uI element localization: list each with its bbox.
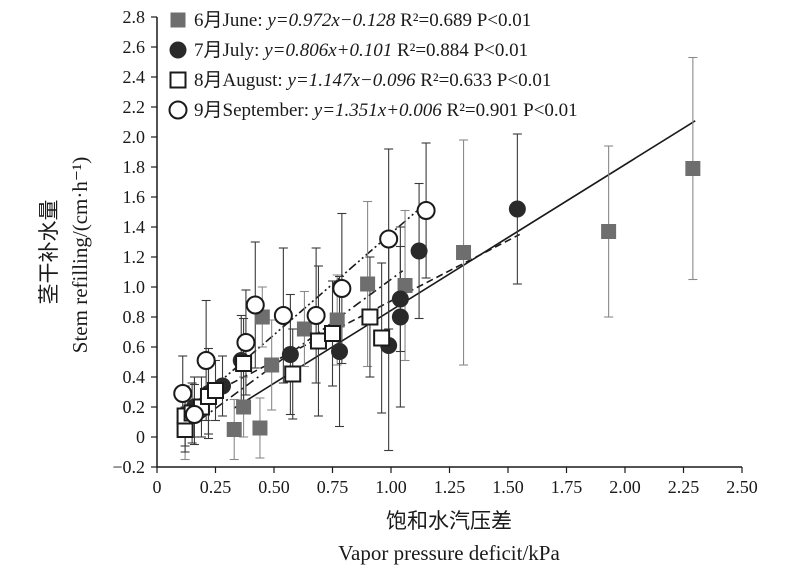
data-point-september [416, 201, 436, 220]
y-tick-label: 1.4 [123, 217, 146, 237]
y-tick-label: 2.6 [123, 37, 146, 57]
data-point-september [173, 384, 193, 403]
axis-titles: 饱和水汽压差 Vapor pressure deficit/kPa 茎干补水量 … [37, 157, 560, 565]
y-tick-label: 1.2 [123, 247, 146, 267]
legend-equation: y=1.147x−0.096 [285, 70, 420, 91]
legend-p: P<0.01 [477, 10, 532, 31]
x-tick-label: 2.00 [609, 477, 641, 497]
data-point-july [391, 290, 409, 308]
data-point-june [236, 399, 252, 415]
x-axis-title-en: Vapor pressure deficit/kPa [338, 541, 560, 565]
legend-marker-august [169, 71, 187, 89]
x-tick-label: 1.75 [551, 477, 583, 497]
y-tick-label: −0.2 [112, 457, 145, 477]
y-tick-label: 1.0 [123, 277, 146, 297]
data-point-september [245, 295, 265, 315]
y-tick-label: 0.4 [123, 367, 146, 387]
x-tick-label: 0.75 [317, 477, 349, 497]
legend-label-september: 9月September: y=1.351x+0.006 R²=0.901 P<0… [194, 100, 578, 121]
legend-marker-june [170, 12, 186, 28]
y-tick-label: 0.6 [123, 337, 146, 357]
x-tick-label: 0.25 [200, 477, 232, 497]
data-marks [173, 56, 701, 461]
legend-r2: R²=0.901 [447, 100, 524, 121]
data-point-september [236, 333, 256, 352]
data-point-august [235, 355, 253, 372]
x-tick-label: 2.50 [726, 477, 758, 497]
legend-series-name: 9月September: [194, 100, 314, 121]
x-tick-label: 1.00 [375, 477, 407, 497]
data-point-september [306, 306, 326, 325]
fit-line [233, 120, 696, 409]
data-point-august [207, 382, 224, 399]
y-tick-label: 0 [136, 427, 145, 447]
legend-marker-september [168, 100, 188, 120]
data-point-june [360, 276, 376, 292]
fit-lines [182, 120, 696, 432]
fit-line [191, 233, 521, 405]
data-point-august [284, 365, 302, 383]
data-point-september [379, 229, 399, 249]
legend-p: P<0.01 [523, 100, 578, 121]
x-axis-title-cn: 饱和水汽压差 [386, 509, 512, 533]
data-point-june [685, 161, 701, 176]
y-tick-label: 0.8 [123, 307, 146, 327]
legend-marker-july [169, 41, 187, 59]
data-point-september [332, 279, 352, 298]
y-tick-label: 2.2 [123, 97, 146, 117]
legend-equation: y=1.351x+0.006 [312, 100, 447, 121]
data-point-june [456, 245, 472, 260]
data-point-june [296, 321, 312, 337]
y-tick-label: 2.8 [123, 7, 146, 27]
x-tick-label: 2.25 [668, 477, 700, 497]
data-point-september [196, 351, 216, 370]
y-tick-label: 2.4 [123, 67, 146, 87]
data-point-june [397, 278, 413, 293]
x-tick-label: 0.50 [258, 477, 290, 497]
legend-series-name: 8月August: [194, 70, 287, 91]
legend-equation: y=0.806x+0.101 [262, 40, 397, 61]
data-point-june [329, 312, 345, 328]
data-point-june [601, 224, 617, 239]
data-point-june [264, 357, 280, 373]
axes: 0 0.25 0.50 0.75 1.00 1.25 1.50 1.75 2.00 2.25 2.5… [112, 7, 757, 497]
x-tick-label: 1.25 [434, 477, 466, 497]
legend-equation: y=0.972x−0.128 [265, 10, 400, 31]
y-tick-label: 1.6 [123, 187, 146, 207]
data-point-july [508, 200, 526, 218]
legend-p: P<0.01 [497, 70, 552, 91]
legend-series-name: 7月July: [194, 40, 264, 61]
legend-label-june: 6月June: y=0.972x−0.128 R²=0.689 P<0.01 [194, 10, 531, 31]
x-tick-label: 0 [153, 477, 162, 497]
data-point-september [184, 405, 204, 424]
legend-series-name: 6月June: [194, 10, 267, 31]
data-point-august [309, 332, 327, 350]
data-point-september [273, 306, 293, 325]
x-tick-label: 1.50 [492, 477, 524, 497]
legend-label-july: 7月July: y=0.806x+0.101 R²=0.884 P<0.01 [194, 40, 528, 61]
data-point-july [331, 343, 349, 360]
legend-p: P<0.01 [474, 40, 529, 61]
y-tick-label: 1.8 [123, 157, 146, 177]
data-point-july [410, 242, 428, 260]
y-tick-label: 0.2 [123, 397, 146, 417]
legend: 6月June: y=0.972x−0.128 R²=0.689 P<0.017月… [168, 10, 578, 121]
data-point-august [373, 329, 391, 347]
legend-label-august: 8月August: y=1.147x−0.096 R²=0.633 P<0.01 [194, 70, 551, 91]
data-point-july [391, 308, 409, 326]
data-point-july [281, 346, 299, 363]
data-point-august [361, 308, 379, 326]
legend-r2: R²=0.633 [420, 70, 497, 91]
data-point-june [252, 420, 268, 436]
y-tick-label: 2.0 [123, 127, 146, 147]
y-axis-title-en: Stem refilling/(cm·h⁻¹) [68, 157, 92, 353]
legend-r2: R²=0.689 [400, 10, 477, 31]
y-axis-title-cn: 茎干补水量 [37, 200, 61, 305]
data-point-june [226, 422, 242, 437]
legend-r2: R²=0.884 [397, 40, 474, 61]
data-point-august [324, 325, 341, 342]
